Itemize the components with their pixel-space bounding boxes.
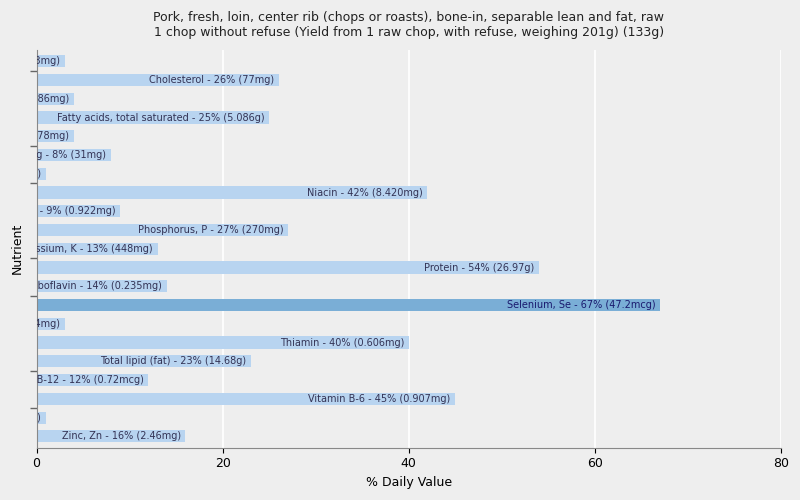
Bar — [37, 336, 409, 348]
Bar — [37, 224, 288, 236]
Text: Selenium, Se - 67% (47.2mcg): Selenium, Se - 67% (47.2mcg) — [506, 300, 655, 310]
Bar — [37, 205, 120, 218]
Bar — [37, 74, 278, 86]
Text: Iron, Fe - 4% (0.78mg): Iron, Fe - 4% (0.78mg) — [0, 132, 69, 141]
Bar — [37, 393, 455, 405]
Text: Potassium, K - 13% (448mg): Potassium, K - 13% (448mg) — [14, 244, 153, 254]
Bar — [37, 149, 111, 161]
Title: Pork, fresh, loin, center rib (chops or roasts), bone-in, separable lean and fat: Pork, fresh, loin, center rib (chops or … — [154, 11, 664, 39]
Text: Pantothenic acid - 9% (0.922mg): Pantothenic acid - 9% (0.922mg) — [0, 206, 116, 216]
Bar — [37, 280, 167, 292]
Text: Protein - 54% (26.97g): Protein - 54% (26.97g) — [424, 262, 534, 272]
Text: Magnesium, Mg - 8% (31mg): Magnesium, Mg - 8% (31mg) — [0, 150, 106, 160]
Text: Copper, Cu - 4% (0.086mg): Copper, Cu - 4% (0.086mg) — [0, 94, 69, 104]
Bar — [37, 355, 250, 368]
Text: Vitamin B-6 - 45% (0.907mg): Vitamin B-6 - 45% (0.907mg) — [308, 394, 450, 404]
Y-axis label: Nutrient: Nutrient — [11, 223, 24, 274]
Text: Phosphorus, P - 27% (270mg): Phosphorus, P - 27% (270mg) — [138, 225, 283, 235]
Text: Vitamin B-12 - 12% (0.72mcg): Vitamin B-12 - 12% (0.72mcg) — [0, 375, 144, 385]
Bar — [37, 412, 46, 424]
Bar — [37, 130, 74, 142]
Bar — [37, 168, 46, 180]
Text: Thiamin - 40% (0.606mg): Thiamin - 40% (0.606mg) — [280, 338, 404, 347]
Bar — [37, 186, 427, 198]
Bar — [37, 374, 148, 386]
Text: Calcium, Ca - 3% (33mg): Calcium, Ca - 3% (33mg) — [0, 56, 60, 66]
Bar — [37, 430, 186, 442]
Text: Cholesterol - 26% (77mg): Cholesterol - 26% (77mg) — [149, 75, 274, 85]
Text: Vitamin E (alpha-tocopherol) - 1% (0.16mg): Vitamin E (alpha-tocopherol) - 1% (0.16m… — [0, 412, 42, 422]
Bar — [37, 262, 539, 274]
Text: Fatty acids, total saturated - 25% (5.086g): Fatty acids, total saturated - 25% (5.08… — [57, 112, 265, 122]
Bar — [37, 242, 158, 255]
Bar — [37, 318, 65, 330]
Bar — [37, 299, 660, 311]
Bar — [37, 55, 65, 68]
Bar — [37, 92, 74, 105]
Text: Total lipid (fat) - 23% (14.68g): Total lipid (fat) - 23% (14.68g) — [100, 356, 246, 366]
Text: Riboflavin - 14% (0.235mg): Riboflavin - 14% (0.235mg) — [28, 282, 162, 292]
Text: Zinc, Zn - 16% (2.46mg): Zinc, Zn - 16% (2.46mg) — [62, 432, 181, 442]
Text: Niacin - 42% (8.420mg): Niacin - 42% (8.420mg) — [307, 188, 422, 198]
Bar — [37, 112, 269, 124]
X-axis label: % Daily Value: % Daily Value — [366, 476, 452, 489]
Text: Manganese, Mn - 1% (0.011mg): Manganese, Mn - 1% (0.011mg) — [0, 169, 42, 179]
Text: Sodium, Na - 3% (74mg): Sodium, Na - 3% (74mg) — [0, 319, 60, 329]
